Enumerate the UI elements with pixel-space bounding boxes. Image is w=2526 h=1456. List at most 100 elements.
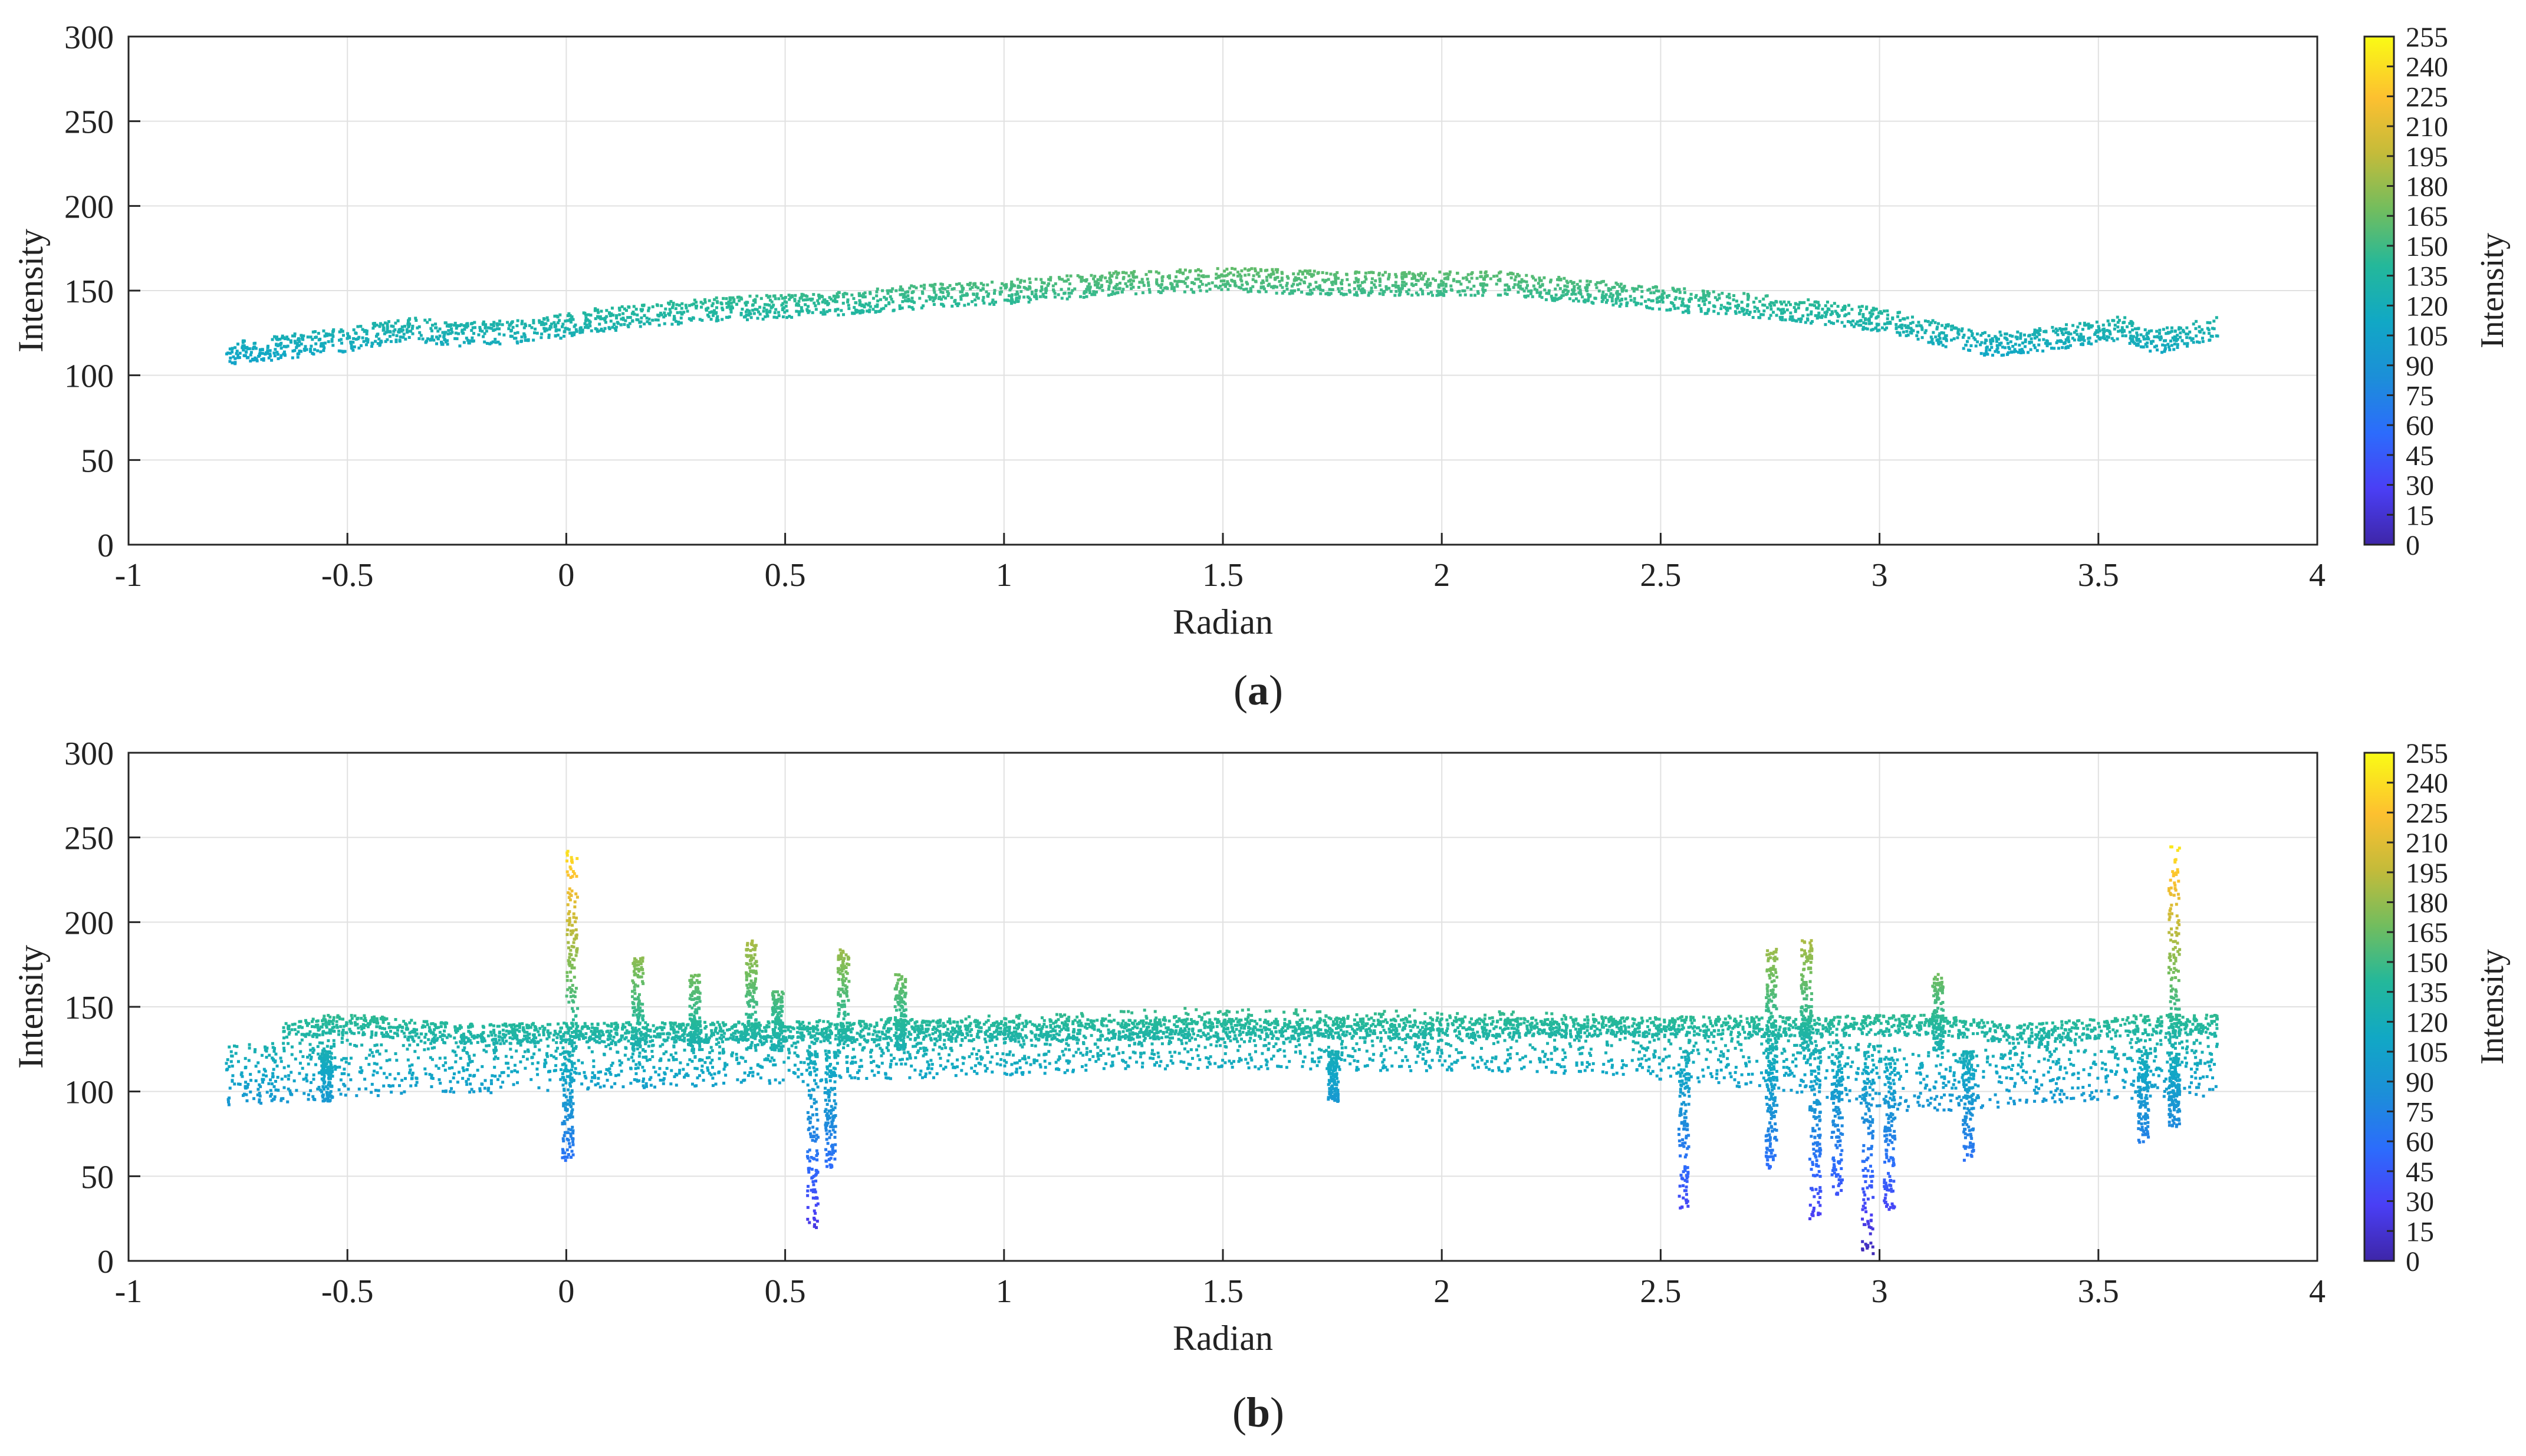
data-point	[1600, 280, 1604, 284]
panel-a-caption: (a)	[1234, 667, 1283, 714]
data-point	[651, 1055, 654, 1059]
data-point	[1436, 289, 1439, 293]
data-point	[339, 338, 343, 341]
data-point	[1976, 1064, 1979, 1068]
data-point	[273, 354, 277, 358]
data-point	[1060, 297, 1064, 300]
data-point	[944, 1046, 948, 1049]
data-point	[1276, 268, 1280, 271]
data-point	[1600, 296, 1604, 299]
data-point	[274, 1079, 278, 1083]
data-point	[1102, 1052, 1106, 1055]
data-point	[1321, 289, 1325, 292]
data-point	[2210, 1058, 2213, 1062]
data-point	[2154, 1055, 2157, 1058]
data-point	[1426, 285, 1429, 289]
data-point	[853, 306, 856, 309]
data-point	[2113, 1047, 2116, 1050]
data-point	[495, 322, 499, 325]
data-point	[2112, 319, 2116, 322]
data-point	[2033, 331, 2037, 335]
data-point	[399, 328, 402, 331]
data-point	[2025, 1098, 2028, 1102]
data-point	[1547, 289, 1551, 292]
data-point	[1909, 327, 1913, 330]
data-point	[605, 315, 609, 318]
data-point	[1920, 1063, 1924, 1067]
data-point	[2107, 1050, 2111, 1053]
data-point	[1459, 1037, 1462, 1041]
data-point	[1856, 320, 1859, 324]
data-point	[1382, 1020, 1386, 1023]
data-point	[2101, 323, 2105, 327]
data-point	[1684, 309, 1688, 313]
data-point	[887, 1049, 890, 1052]
data-point	[762, 309, 765, 313]
data-point	[1505, 292, 1509, 296]
data-point	[1104, 1017, 1107, 1021]
data-point	[377, 337, 381, 341]
data-point	[860, 304, 864, 308]
data-point	[902, 295, 905, 299]
data-point	[960, 1069, 963, 1072]
data-point	[1182, 272, 1185, 275]
data-point	[1237, 1060, 1241, 1063]
data-point	[1537, 282, 1540, 285]
data-point	[1940, 331, 1943, 334]
data-point	[1643, 1054, 1646, 1058]
data-point	[1538, 291, 1542, 295]
data-point	[1262, 281, 1265, 284]
data-point	[1079, 1052, 1083, 1055]
data-point	[1208, 288, 1212, 291]
data-point	[291, 356, 294, 360]
data-point	[748, 294, 752, 298]
data-point	[2028, 334, 2031, 337]
data-point	[1152, 1057, 1155, 1060]
data-point	[730, 1053, 734, 1056]
data-point	[357, 1088, 361, 1091]
data-point	[524, 324, 528, 328]
data-point	[1719, 1050, 1723, 1053]
data-point	[1933, 321, 1937, 324]
data-point	[1667, 294, 1671, 297]
data-point	[1120, 290, 1124, 294]
data-point	[669, 1053, 673, 1057]
x-tick-label: 1	[996, 557, 1012, 594]
data-point	[1542, 276, 1546, 279]
data-point	[535, 331, 539, 335]
data-point	[2045, 344, 2049, 348]
data-point	[950, 304, 954, 308]
data-point	[1726, 308, 1729, 312]
data-point	[1804, 321, 1807, 324]
data-point	[708, 299, 711, 302]
data-point	[492, 1051, 496, 1055]
data-point	[520, 335, 524, 339]
data-point	[356, 325, 360, 328]
data-point	[2069, 1050, 2073, 1053]
data-point	[1587, 298, 1590, 302]
data-point	[1374, 279, 1377, 282]
data-point	[1652, 1055, 1656, 1059]
data-point	[784, 1029, 787, 1033]
data-point	[679, 321, 683, 325]
data-point	[775, 316, 779, 319]
data-point	[430, 329, 433, 332]
data-point	[2175, 339, 2178, 342]
data-point	[1762, 297, 1765, 301]
data-point	[695, 307, 698, 310]
data-point	[597, 311, 600, 314]
data-point	[1140, 278, 1144, 281]
data-point	[249, 353, 252, 357]
data-point	[2016, 1072, 2020, 1076]
data-point	[2001, 1056, 2004, 1060]
data-point	[1159, 1024, 1163, 1027]
data-point	[973, 298, 977, 302]
data-point	[860, 1065, 863, 1068]
data-point	[2083, 339, 2086, 342]
data-point	[1285, 284, 1288, 288]
data-point	[957, 302, 961, 305]
data-point	[1804, 1035, 1808, 1039]
data-point	[674, 1051, 677, 1055]
data-point	[1810, 312, 1813, 316]
data-point	[923, 286, 926, 290]
